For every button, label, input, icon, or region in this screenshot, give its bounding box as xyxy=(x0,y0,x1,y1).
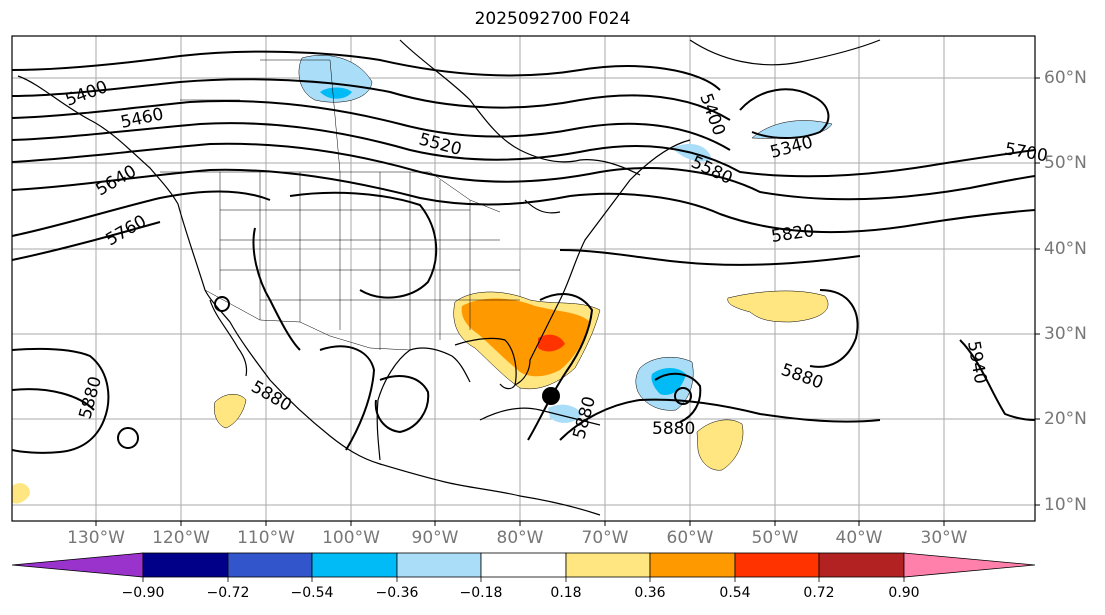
colorbar-tick-label: −0.54 xyxy=(290,585,334,601)
contour-label: 5400 xyxy=(695,91,729,138)
colorbar-segment xyxy=(734,552,820,578)
colorbar-tick-label: 0.90 xyxy=(888,585,920,601)
positive-anomaly-southeast-mid xyxy=(461,298,590,377)
negative-anomaly-canada xyxy=(298,55,373,103)
contour-label: 5400 xyxy=(63,77,110,111)
longitude-label: 60°W xyxy=(666,528,714,548)
latitude-label: 10°N xyxy=(1044,495,1087,515)
contour-label: 5640 xyxy=(93,161,140,200)
colorbar-segment xyxy=(818,552,905,578)
height-contours xyxy=(12,50,1035,454)
colorbar-segment xyxy=(480,552,567,578)
contour-label: 5820 xyxy=(770,221,816,247)
positive-anomaly-sw-corner xyxy=(12,483,30,504)
latitude-label: 40°N xyxy=(1044,239,1087,259)
graticule xyxy=(12,36,1035,521)
positive-anomaly-atlantic xyxy=(727,290,829,323)
borders xyxy=(160,59,520,351)
colorbar-tick-label: 0.18 xyxy=(550,585,582,601)
colorbar-extend-low xyxy=(11,552,144,578)
longitude-label: 80°W xyxy=(496,528,544,548)
contour-label: 5700 xyxy=(1003,139,1049,166)
contour-label: 5760 xyxy=(103,211,150,250)
colorbar-segment xyxy=(649,552,736,578)
positive-anomaly-pacific xyxy=(214,394,247,429)
longitude-label: 70°W xyxy=(581,528,629,548)
longitude-label: 130°W xyxy=(67,528,125,548)
colorbar-tick-label: −0.36 xyxy=(375,585,419,601)
contour-label: 5880 xyxy=(652,419,695,439)
colorbar-segment xyxy=(227,552,313,578)
contour-label: 5880 xyxy=(76,374,107,421)
longitude-label: 110°W xyxy=(237,528,295,548)
longitude-label: 120°W xyxy=(152,528,210,548)
latitude-label: 50°N xyxy=(1044,153,1087,173)
map-title: 2025092700 F024 xyxy=(474,9,631,29)
longitude-label: 100°W xyxy=(322,528,380,548)
contour-label: 5940 xyxy=(963,339,990,385)
longitude-label: 50°W xyxy=(751,528,799,548)
axis-ticks xyxy=(95,77,1040,526)
longitude-label: 40°W xyxy=(835,528,883,548)
colorbar-extend-high xyxy=(903,552,1036,578)
positive-anomaly-southeast-core xyxy=(538,334,565,352)
longitude-label: 30°W xyxy=(920,528,968,548)
colorbar-tick-label: −0.18 xyxy=(459,585,503,601)
latitude-label: 60°N xyxy=(1044,68,1087,88)
latitude-label: 30°N xyxy=(1044,324,1087,344)
colorbar-segment xyxy=(142,552,229,578)
colorbar-tick-label: −0.90 xyxy=(121,585,165,601)
contour-label: 5880 xyxy=(248,377,295,416)
colorbar-segment xyxy=(311,552,398,578)
contour-label: 5580 xyxy=(688,152,736,188)
colorbar-segment xyxy=(396,552,482,578)
negative-anomaly-canada-core xyxy=(320,87,352,99)
colorbar xyxy=(11,552,1036,582)
latitude-label: 20°N xyxy=(1044,409,1087,429)
contour-label: 5880 xyxy=(778,360,825,394)
contour-label: 5880 xyxy=(570,394,601,441)
storm-center-marker xyxy=(542,387,560,405)
colorbar-tick-label: −0.72 xyxy=(206,585,250,601)
colorbar-tick-label: 0.72 xyxy=(803,585,835,601)
small-low-rings xyxy=(117,296,692,449)
colorbar-tick-label: 0.36 xyxy=(634,585,666,601)
longitude-label: 90°W xyxy=(411,528,459,548)
colorbar-segment xyxy=(565,552,651,578)
map-frame xyxy=(11,35,1036,522)
positive-anomaly-caribbean-east xyxy=(696,419,744,471)
colorbar-tick-label: 0.54 xyxy=(719,585,751,601)
